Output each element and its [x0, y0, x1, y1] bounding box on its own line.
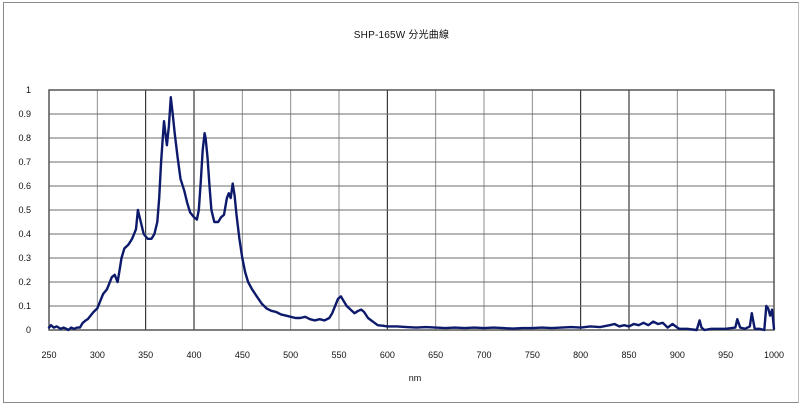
x-tick-label: 600: [380, 350, 395, 360]
x-tick-label: 450: [235, 350, 250, 360]
y-tick-label: 0.4: [18, 229, 31, 239]
x-tick-label: 550: [331, 350, 346, 360]
y-tick-label: 1: [26, 85, 31, 95]
x-tick-label: 650: [428, 350, 443, 360]
y-tick-label: 0.5: [18, 205, 31, 215]
x-tick-label: 500: [283, 350, 298, 360]
x-tick-label: 250: [41, 350, 56, 360]
grid-lines: [49, 90, 774, 330]
x-tick-label: 900: [670, 350, 685, 360]
x-tick-label: 750: [525, 350, 540, 360]
y-tick-label: 0.6: [18, 181, 31, 191]
y-tick-label: 0.8: [18, 133, 31, 143]
x-tick-label: 350: [138, 350, 153, 360]
x-axis-label: nm: [409, 373, 422, 383]
x-tick-label: 400: [186, 350, 201, 360]
x-tick-label: 700: [476, 350, 491, 360]
y-tick-label: 0.7: [18, 157, 31, 167]
x-tick-label: 800: [573, 350, 588, 360]
y-tick-label: 0.2: [18, 277, 31, 287]
x-tick-label: 1000: [764, 350, 784, 360]
x-tick-label: 950: [718, 350, 733, 360]
y-tick-label: 0.3: [18, 253, 31, 263]
y-tick-label: 0: [26, 325, 31, 335]
chart-title: SHP-165W 分光曲線: [353, 30, 450, 41]
plot-area-border: [48, 89, 775, 331]
y-axis-ticks: 0 0.1 0.2 0.3 0.4 0.5 0.6 0.7 0.8 0.9 1: [18, 85, 31, 335]
chart-frame: [3, 2, 799, 403]
x-tick-label: 300: [90, 350, 105, 360]
x-tick-label: 850: [621, 350, 636, 360]
y-tick-label: 0.1: [18, 301, 31, 311]
x-axis-ticks: 250 300 350 400 450 500 550 600 650 700 750 800 850 9…: [41, 350, 784, 360]
y-tick-label: 0.9: [18, 109, 31, 119]
spectral-curve-line: [47, 95, 776, 332]
